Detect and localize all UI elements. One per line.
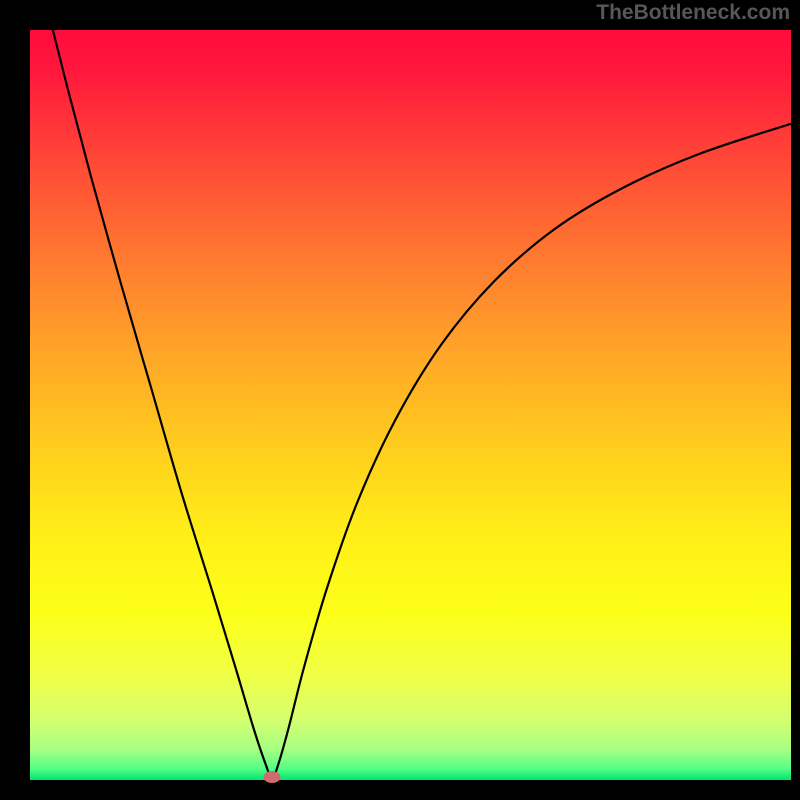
minimum-marker: [263, 771, 280, 783]
chart-frame: TheBottleneck.com: [0, 0, 800, 800]
bottleneck-curve: [30, 30, 791, 780]
plot-area: [30, 30, 791, 780]
watermark-text: TheBottleneck.com: [596, 1, 790, 25]
